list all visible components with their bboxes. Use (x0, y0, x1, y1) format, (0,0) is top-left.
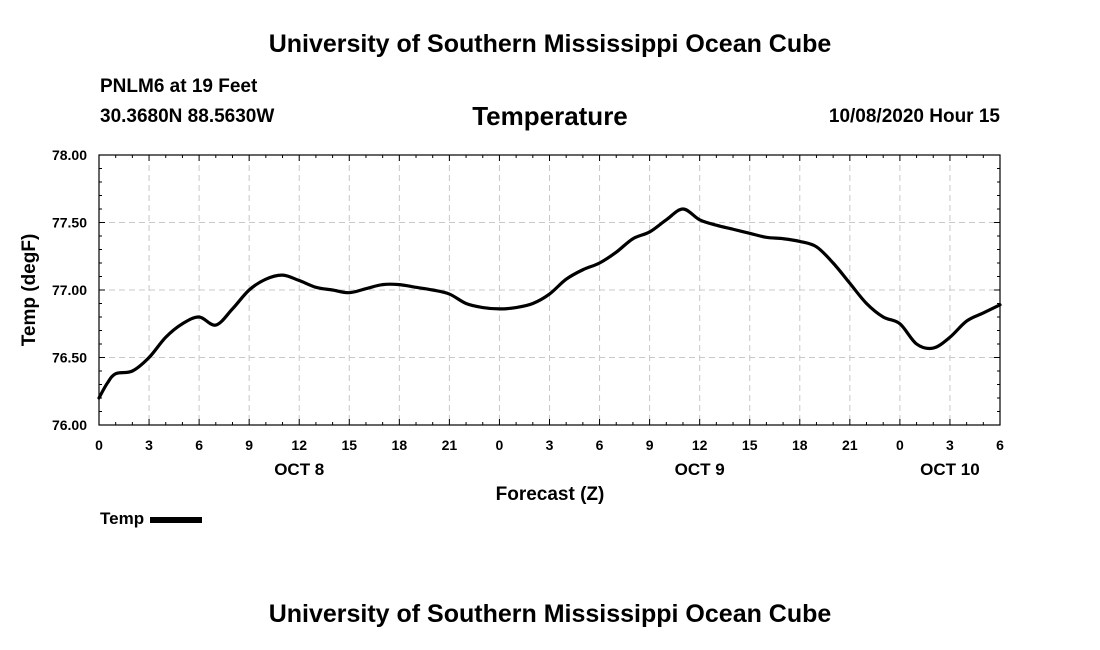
x-tick-label: 0 (896, 437, 904, 453)
chart-title: Temperature (472, 101, 628, 131)
day-label: OCT 8 (274, 460, 324, 479)
x-tick-label: 6 (596, 437, 604, 453)
x-tick-label: 12 (291, 437, 307, 453)
footer-title: University of Southern Mississippi Ocean… (268, 600, 832, 628)
x-tick-label: 6 (996, 437, 1004, 453)
x-tick-label: 21 (842, 437, 858, 453)
x-tick-label: 0 (95, 437, 103, 453)
x-tick-label: 3 (145, 437, 153, 453)
x-tick-label: 15 (742, 437, 758, 453)
x-tick-label: 12 (692, 437, 708, 453)
x-tick-label: 18 (392, 437, 408, 453)
x-axis-label: Forecast (Z) (496, 484, 605, 505)
legend: Temp (100, 509, 203, 529)
x-tick-label: 9 (245, 437, 253, 453)
x-tick-label: 6 (195, 437, 203, 453)
x-tick-label: 18 (792, 437, 808, 453)
station-label: PNLM6 at 19 Feet (100, 76, 258, 97)
x-tick-label: 15 (341, 437, 357, 453)
y-tick-label: 78.00 (52, 147, 87, 163)
x-tick-label: 0 (496, 437, 504, 453)
coordinates-label: 30.3680N 88.5630W (100, 106, 275, 127)
temp-series-line (97, 207, 1002, 400)
x-tick-label: 3 (946, 437, 954, 453)
day-label: OCT 9 (675, 460, 725, 479)
y-tick-label: 77.50 (52, 215, 87, 231)
x-tick-label: 9 (646, 437, 654, 453)
y-tick-label: 76.00 (52, 417, 87, 433)
y-axis-label: Temp (degF) (19, 234, 40, 347)
x-tick-label: 21 (442, 437, 458, 453)
x-tick-label: 3 (546, 437, 554, 453)
y-tick-label: 77.00 (52, 282, 87, 298)
forecast-date: 10/08/2020 Hour 15 (828, 106, 1000, 127)
legend-line-swatch (150, 516, 203, 523)
y-tick-label: 76.50 (52, 350, 87, 366)
page-title: University of Southern Mississippi Ocean… (268, 30, 832, 58)
day-label: OCT 10 (920, 460, 980, 479)
legend-label: Temp (100, 509, 145, 528)
